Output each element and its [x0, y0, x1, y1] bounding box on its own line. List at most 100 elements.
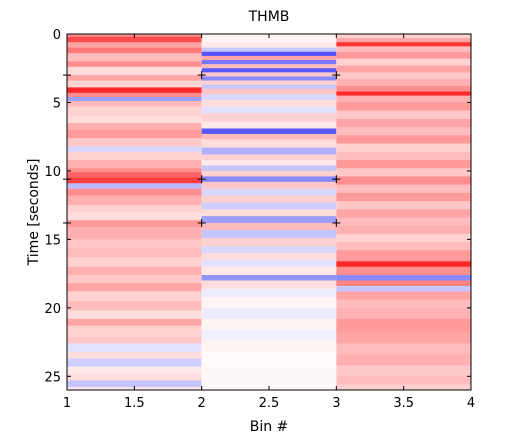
- heatmap-cell-bin-1: [67, 336, 202, 344]
- heatmap-cell-bin-3: [336, 261, 471, 268]
- x-tick-label: 4: [467, 396, 475, 411]
- heatmap-cell-bin-3: [336, 266, 471, 276]
- heatmap-cell-bin-1: [67, 195, 202, 206]
- heatmap-cell-bin-2: [201, 280, 337, 289]
- heatmap-cell-bin-1: [67, 227, 202, 240]
- x-tick-label: 3: [332, 396, 340, 411]
- heatmap-cell-bin-3: [336, 65, 471, 73]
- heatmap-cell-bin-2: [201, 202, 337, 210]
- heatmap-cell-bin-3: [336, 225, 471, 235]
- heatmap-cell-bin-2: [201, 94, 337, 101]
- y-axis-title: Time [seconds]: [26, 159, 42, 267]
- heatmap-cell-bin-3: [336, 242, 471, 251]
- heatmap-cell-bin-3: [336, 46, 471, 53]
- heatmap-cell-bin-1: [67, 106, 202, 117]
- heatmap-cell-bin-3: [336, 285, 471, 292]
- heatmap-cell-bin-2: [201, 121, 337, 129]
- y-tick-label: 25: [44, 370, 61, 385]
- heatmap-cell-bin-1: [67, 212, 202, 221]
- heatmap-cell-bin-3: [336, 159, 471, 169]
- heatmap-cell-bin-1: [67, 373, 202, 381]
- heatmap-cell-bin-1: [67, 101, 202, 107]
- x-axis-title: Bin #: [250, 419, 289, 435]
- heatmap-cell-bin-1: [67, 47, 202, 54]
- heatmap-cell-bin-2: [201, 209, 337, 217]
- heatmap-cell-bin-3: [336, 127, 471, 136]
- heatmap-cell-bin-1: [67, 92, 202, 98]
- heatmap-cell-bin-2: [201, 84, 337, 90]
- y-tick-label: 5: [53, 96, 61, 111]
- heatmap-cell-bin-1: [67, 247, 202, 258]
- heatmap-cell-bin-2: [201, 222, 337, 231]
- heatmap-cell-bin-2: [201, 55, 337, 61]
- heatmap-cell-bin-2: [201, 318, 337, 331]
- heatmap-cell-bin-3: [336, 184, 471, 194]
- heatmap-cell-bin-1: [67, 310, 202, 320]
- heatmap-cell-bin-3: [336, 233, 471, 243]
- heatmap-cell-bin-2: [201, 288, 337, 298]
- heatmap-cell-bin-2: [201, 253, 337, 261]
- chart-title: THMB: [248, 9, 290, 25]
- heatmap-cell-bin-1: [67, 36, 202, 43]
- heatmap-cell-bin-3: [336, 280, 471, 287]
- heatmap-cell-bin-3: [336, 143, 471, 153]
- heatmap-cell-bin-2: [201, 42, 337, 48]
- heatmap-cell-bin-2: [201, 307, 337, 320]
- heatmap-cell-bin-2: [201, 329, 337, 340]
- heatmap-cell-bin-3: [336, 118, 471, 128]
- heatmap-cell-bin-3: [336, 91, 471, 96]
- heatmap-cell-bin-1: [67, 129, 202, 139]
- heatmap-cell-bin-3: [336, 192, 471, 202]
- heatmap-cell-bin-2: [201, 34, 337, 43]
- heatmap-cell-bin-1: [67, 96, 202, 102]
- heatmap-cell-bin-1: [67, 66, 202, 76]
- heatmap-cell-bin-1: [67, 274, 202, 284]
- heatmap-cell-bin-1: [67, 183, 202, 190]
- heatmap-cell-bin-2: [201, 246, 337, 254]
- heatmap-cell-bin-2: [201, 266, 337, 276]
- heatmap-cell-bin-1: [67, 53, 202, 62]
- heatmap-cell-bin-2: [201, 64, 337, 69]
- heatmap-cell-bin-1: [67, 291, 202, 302]
- heatmap-cell-bin-3: [336, 42, 471, 47]
- heatmap-cell-bin-3: [336, 365, 471, 377]
- heatmap-cell-bin-2: [201, 165, 337, 172]
- heatmap-cell-bin-3: [336, 86, 471, 92]
- heatmap-cell-bin-1: [67, 151, 202, 161]
- heatmap-cell-bin-1: [67, 188, 202, 196]
- plot-area: [67, 34, 471, 391]
- heatmap-cell-bin-3: [336, 376, 471, 385]
- heatmap-cell-bin-2: [201, 68, 337, 73]
- heatmap-cell-bin-2: [201, 229, 337, 239]
- heatmap-cell-bin-2: [201, 76, 337, 81]
- heatmap-cell-bin-2: [201, 159, 337, 166]
- heatmap-cell-bin-2: [201, 80, 337, 85]
- heatmap-cell-bin-2: [201, 296, 337, 309]
- heatmap-cell-bin-3: [336, 274, 471, 281]
- x-tick-label: 1.5: [124, 396, 145, 411]
- heatmap-cell-bin-3: [336, 343, 471, 355]
- heatmap-cell-bin-3: [336, 250, 471, 262]
- heatmap-cell-bin-2: [201, 216, 337, 224]
- axes: 1 1.5 2 2.5 3 3.5 4 0 5 10 15 20 25: [44, 28, 475, 411]
- heatmap-cell-bin-3: [336, 168, 471, 177]
- heatmap-cell-bin-2: [201, 195, 337, 203]
- heatmap-cell-bin-1: [67, 168, 202, 173]
- y-tick-label: 0: [53, 28, 61, 43]
- heatmap-cell-bin-1: [67, 301, 202, 311]
- heatmap-cell-bin-1: [67, 343, 202, 352]
- heatmap-cell-bin-2: [201, 47, 337, 53]
- heatmap-cell-bin-3: [336, 110, 471, 120]
- heatmap-cell-bin-3: [336, 299, 471, 309]
- heatmap-cell-bin-1: [67, 366, 202, 374]
- heatmap-cell-bin-3: [336, 102, 471, 111]
- heatmap-cell-bin-2: [201, 60, 337, 65]
- heatmap-cell-bin-3: [336, 291, 471, 300]
- heatmap-cell-bin-3: [336, 135, 471, 144]
- heatmap-cell-bin-3: [336, 72, 471, 80]
- heatmap-cell-bin-2: [201, 351, 337, 363]
- heatmap-cell-bin-2: [201, 259, 337, 268]
- heatmap-cell-bin-2: [201, 72, 337, 77]
- heatmap-cell-bin-1: [67, 380, 202, 388]
